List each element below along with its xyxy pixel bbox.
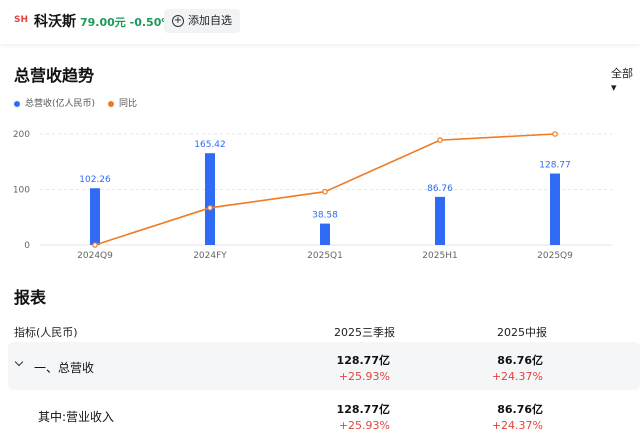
stock-header: SH 科沃斯 79.00元 -0.50% + 添加自选 <box>0 0 640 44</box>
add-watchlist-button[interactable]: + 添加自选 <box>164 9 240 33</box>
stock-price: 79.00元 -0.50% <box>80 16 173 29</box>
bar <box>435 196 445 245</box>
yoy-point <box>207 205 213 211</box>
column-header-indicator: 指标(人民币) <box>14 326 78 339</box>
plus-circle-icon: + <box>172 15 184 27</box>
period-filter-dropdown[interactable]: 全部 ▾ <box>611 67 633 94</box>
cell-total-revenue-q3: 128.77亿 +25.93% <box>336 354 390 383</box>
bar-data-label: 102.26 <box>79 175 111 185</box>
x-tick-label: 2025H1 <box>422 251 457 261</box>
revenue-trend-chart: 0 100 200 102.26 165.42 38.58 86.76 128.77 2024Q… <box>13 130 612 261</box>
bar-data-label: 38.58 <box>312 211 338 221</box>
legend-revenue: 总营收(亿人民币) <box>14 96 95 109</box>
row-label-operating-revenue: 其中:营业收入 <box>38 410 115 424</box>
y-tick-label: 0 <box>24 241 30 251</box>
table-row-total-revenue[interactable] <box>8 342 640 390</box>
x-tick-label: 2025Q9 <box>537 251 573 261</box>
cell-operating-revenue-h1: 86.76亿 +24.37% <box>491 403 543 432</box>
y-tick-label: 200 <box>13 130 30 140</box>
bar <box>320 223 330 245</box>
bar-data-label: 165.42 <box>194 140 226 150</box>
chevron-down-icon: ▾ <box>611 81 617 94</box>
x-tick-label: 2025Q1 <box>307 251 343 261</box>
y-tick-label: 100 <box>13 186 30 196</box>
yoy-point <box>92 242 98 248</box>
exchange-badge: SH <box>14 15 29 25</box>
cell-operating-revenue-q3: 128.77亿 +25.93% <box>336 403 390 432</box>
legend-dot-revenue <box>14 100 20 107</box>
x-tick-label: 2024Q9 <box>77 251 113 261</box>
yoy-point <box>322 188 328 195</box>
bar <box>550 173 560 245</box>
bar <box>90 188 100 245</box>
report-title: 报表 <box>14 288 47 307</box>
row-label-total-revenue: 一、总营收 <box>34 361 95 375</box>
cell-total-revenue-h1: 86.76亿 +24.37% <box>491 354 543 383</box>
legend-dot-yoy <box>108 100 114 107</box>
bar <box>205 153 215 245</box>
yoy-point <box>552 131 558 137</box>
x-tick-label: 2024FY <box>193 251 227 261</box>
bar-data-label: 86.76 <box>427 184 453 194</box>
legend-yoy: 同比 <box>108 96 137 109</box>
stock-name: 科沃斯 <box>34 14 76 30</box>
add-watchlist-label: 添加自选 <box>188 14 232 27</box>
trend-title: 总营收趋势 <box>14 66 95 85</box>
bar-data-label: 128.77 <box>539 161 571 171</box>
yoy-point <box>437 137 443 143</box>
column-header-2025q3: 2025三季报 <box>334 326 395 339</box>
column-header-2025h1: 2025中报 <box>497 326 547 339</box>
